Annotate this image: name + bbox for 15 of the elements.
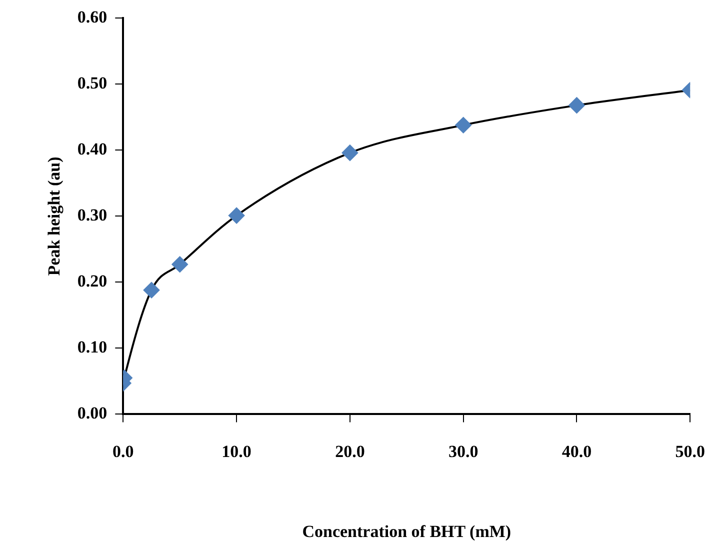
x-axis-title: Concentration of BHT (mM) — [302, 522, 512, 542]
y-tick-label: 0.50 — [77, 74, 108, 93]
y-tick-label: 0.40 — [77, 140, 108, 159]
y-tick-label: 0.60 — [77, 8, 108, 27]
x-tick-label: 0.0 — [112, 442, 134, 461]
y-tick-label: 0.30 — [77, 206, 108, 225]
y-axis-title: Peak height (au) — [44, 156, 64, 276]
x-tick-label: 10.0 — [222, 442, 252, 461]
y-tick-label: 0.10 — [77, 338, 108, 357]
x-tick-label: 20.0 — [335, 442, 365, 461]
x-tick-label: 30.0 — [448, 442, 478, 461]
x-tick-label: 40.0 — [562, 442, 592, 461]
y-tick-label: 0.00 — [77, 404, 108, 423]
x-tick-label: 50.0 — [675, 442, 705, 461]
y-tick-label: 0.20 — [77, 272, 108, 291]
